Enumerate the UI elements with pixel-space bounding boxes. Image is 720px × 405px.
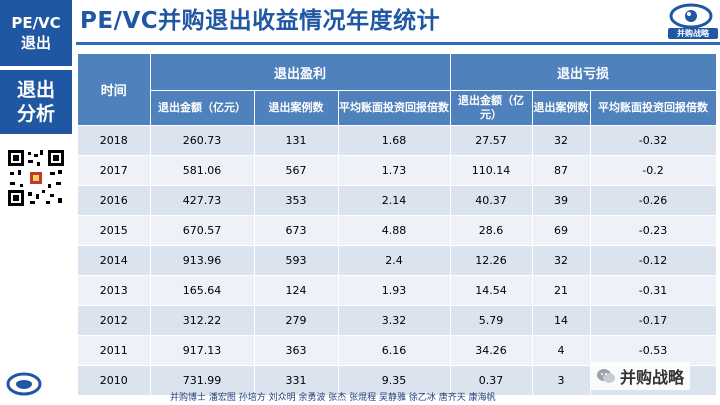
cell-profit-cases: 353 xyxy=(254,185,339,216)
cell-loss-cases: 3 xyxy=(532,365,591,396)
cell-loss-cases: 32 xyxy=(532,245,591,276)
table-row: 2017 581.06 567 1.73 110.14 87 -0.2 xyxy=(78,155,717,186)
cell-year: 2014 xyxy=(78,245,151,276)
cell-profit-multiple: 2.4 xyxy=(338,245,451,276)
cell-year: 2017 xyxy=(78,155,151,186)
cell-year: 2015 xyxy=(78,215,151,246)
cell-loss-multiple: -0.17 xyxy=(590,305,717,336)
cell-loss-multiple: -0.12 xyxy=(590,245,717,276)
wechat-icon xyxy=(597,369,615,383)
cell-profit-multiple: 1.93 xyxy=(338,275,451,306)
group-header-loss: 退出亏损 xyxy=(450,54,717,91)
cell-profit-cases: 363 xyxy=(254,335,339,366)
cell-loss-cases: 39 xyxy=(532,185,591,216)
column-header-loss-multiple: 平均账面投资回报倍数 xyxy=(590,90,717,126)
cell-year: 2012 xyxy=(78,305,151,336)
cell-loss-multiple: -0.53 xyxy=(590,335,717,366)
table-row: 2016 427.73 353 2.14 40.37 39 -0.26 xyxy=(78,185,717,216)
cell-loss-cases: 69 xyxy=(532,215,591,246)
column-header-profit-multiple: 平均账面投资回报倍数 xyxy=(338,90,451,126)
cell-profit-cases: 593 xyxy=(254,245,339,276)
cell-profit-amount: 670.57 xyxy=(150,215,255,246)
section-tag: PE/VC 退出 xyxy=(0,0,72,66)
column-header-loss-amount: 退出金额（亿元） xyxy=(450,90,533,126)
table-row: 2013 165.64 124 1.93 14.54 21 -0.31 xyxy=(78,275,717,306)
wechat-watermark: 并购战略 xyxy=(590,362,691,390)
cell-profit-multiple: 3.32 xyxy=(338,305,451,336)
cell-profit-cases: 673 xyxy=(254,215,339,246)
cell-loss-cases: 4 xyxy=(532,335,591,366)
table-row: 2015 670.57 673 4.88 28.6 69 -0.23 xyxy=(78,215,717,246)
cell-loss-amount: 27.57 xyxy=(450,125,533,156)
cell-profit-amount: 913.96 xyxy=(150,245,255,276)
cell-profit-multiple: 9.35 xyxy=(338,365,451,396)
cell-loss-multiple: -0.26 xyxy=(590,185,717,216)
brand-eye-logo-icon xyxy=(669,3,713,29)
page-title: PE/VC并购退出收益情况年度统计 xyxy=(80,8,441,34)
cell-profit-amount: 917.13 xyxy=(150,335,255,366)
company-logo-icon xyxy=(6,372,42,396)
cell-profit-multiple: 1.73 xyxy=(338,155,451,186)
cell-year: 2018 xyxy=(78,125,151,156)
table-row: 2010 731.99 331 9.35 0.37 3 xyxy=(78,365,717,396)
subsection-tag-line2: 分析 xyxy=(16,103,55,125)
footer-credits: 并购博士 潘宏图 孙培方 刘众明 余勇波 张杰 张焜程 吴静雅 徐乙冰 唐齐天 … xyxy=(170,393,496,403)
cell-year: 2010 xyxy=(78,365,151,396)
cell-profit-cases: 124 xyxy=(254,275,339,306)
group-header-profit: 退出盈利 xyxy=(150,54,451,91)
cell-profit-multiple: 1.68 xyxy=(338,125,451,156)
brand-name: 并购战略 xyxy=(668,28,718,39)
table-body: 2018 260.73 131 1.68 27.57 32 -0.32 2017 581.06 5… xyxy=(78,125,717,396)
cell-profit-amount: 427.73 xyxy=(150,185,255,216)
cell-loss-amount: 0.37 xyxy=(450,365,533,396)
cell-profit-amount: 260.73 xyxy=(150,125,255,156)
cell-profit-cases: 567 xyxy=(254,155,339,186)
cell-profit-multiple: 4.88 xyxy=(338,215,451,246)
sidebar: PE/VC 退出 退出 分析 xyxy=(0,0,72,405)
cell-year: 2011 xyxy=(78,335,151,366)
table-row: 2014 913.96 593 2.4 12.26 32 -0.12 xyxy=(78,245,717,276)
cell-profit-cases: 331 xyxy=(254,365,339,396)
cell-profit-amount: 731.99 xyxy=(150,365,255,396)
table-row: 2011 917.13 363 6.16 34.26 4 -0.53 xyxy=(78,335,717,366)
cell-profit-amount: 312.22 xyxy=(150,305,255,336)
column-header-time: 时间 xyxy=(78,54,151,126)
subsection-tag-line1: 退出 xyxy=(16,79,55,101)
cell-loss-cases: 21 xyxy=(532,275,591,306)
cell-loss-amount: 12.26 xyxy=(450,245,533,276)
cell-profit-amount: 165.64 xyxy=(150,275,255,306)
title-divider xyxy=(76,42,720,45)
cell-profit-amount: 581.06 xyxy=(150,155,255,186)
cell-profit-cases: 279 xyxy=(254,305,339,336)
section-tag-line1: PE/VC xyxy=(11,14,61,32)
cell-profit-multiple: 6.16 xyxy=(338,335,451,366)
cell-loss-cases: 87 xyxy=(532,155,591,186)
cell-loss-multiple: -0.2 xyxy=(590,155,717,186)
table-row: 2012 312.22 279 3.32 5.79 14 -0.17 xyxy=(78,305,717,336)
cell-profit-multiple: 2.14 xyxy=(338,185,451,216)
cell-year: 2013 xyxy=(78,275,151,306)
section-tag-line2: 退出 xyxy=(20,34,51,52)
cell-loss-amount: 110.14 xyxy=(450,155,533,186)
column-header-profit-amount: 退出金额（亿元） xyxy=(150,90,255,126)
subsection-tag: 退出 分析 xyxy=(0,70,72,134)
cell-loss-multiple: -0.31 xyxy=(590,275,717,306)
cell-loss-multiple: -0.23 xyxy=(590,215,717,246)
cell-loss-amount: 5.79 xyxy=(450,305,533,336)
column-header-profit-cases: 退出案例数 xyxy=(254,90,339,126)
cell-loss-cases: 14 xyxy=(532,305,591,336)
column-header-loss-cases: 退出案例数 xyxy=(532,90,591,126)
cell-year: 2016 xyxy=(78,185,151,216)
cell-loss-cases: 32 xyxy=(532,125,591,156)
cell-loss-amount: 14.54 xyxy=(450,275,533,306)
cell-loss-multiple: -0.32 xyxy=(590,125,717,156)
cell-profit-cases: 131 xyxy=(254,125,339,156)
cell-loss-amount: 34.26 xyxy=(450,335,533,366)
watermark-text: 并购战略 xyxy=(620,368,685,387)
cell-loss-amount: 28.6 xyxy=(450,215,533,246)
qr-code-icon xyxy=(6,148,66,208)
exit-returns-table: 时间 退出盈利 退出亏损 退出金额（亿元） 退出案例数 平均账面投资回报倍数 退… xyxy=(78,54,717,396)
table-row: 2018 260.73 131 1.68 27.57 32 -0.32 xyxy=(78,125,717,156)
cell-loss-amount: 40.37 xyxy=(450,185,533,216)
